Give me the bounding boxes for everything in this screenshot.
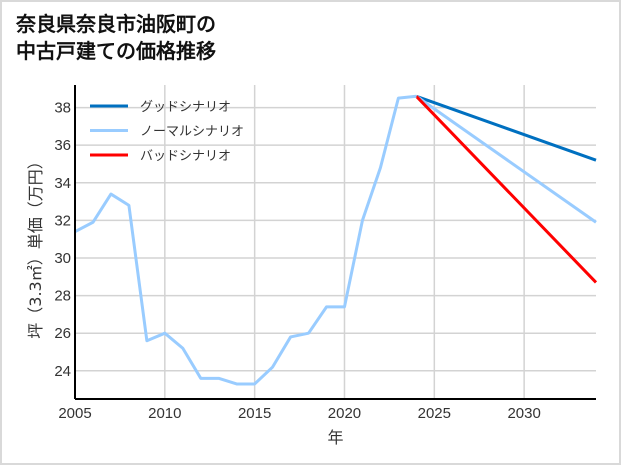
x-axis-label: 年 xyxy=(327,428,343,447)
legend-label: ノーマルシナリオ xyxy=(140,125,244,140)
axes xyxy=(74,85,596,400)
y-tick-label: 30 xyxy=(54,250,71,267)
y-tick-label: 36 xyxy=(54,137,71,154)
series-line xyxy=(74,94,417,386)
x-tick-label: 2030 xyxy=(507,405,540,422)
y-tick-label: 38 xyxy=(54,100,71,117)
series-line xyxy=(415,94,597,162)
series-lines xyxy=(74,94,598,386)
x-tick-label: 2005 xyxy=(58,405,91,422)
x-tick-label: 2010 xyxy=(148,405,181,422)
y-tick-label: 26 xyxy=(54,325,71,342)
series-line xyxy=(415,95,597,224)
chart-title: 奈良県奈良市油阪町の 中古戸建ての価格推移 xyxy=(16,12,216,63)
x-tick-label: 2020 xyxy=(328,405,361,422)
tick-labels: 2005 2010 2015 2020 2025 2030 24 26 28 30 32 34 36 38 xyxy=(54,100,541,422)
y-tick-label: 34 xyxy=(54,175,71,192)
y-tick-label: 32 xyxy=(54,212,71,229)
y-tick-label: 28 xyxy=(54,288,71,305)
legend-label: グッドシナリオ xyxy=(140,100,231,115)
grid-lines xyxy=(74,85,596,399)
y-axis-label: 坪（3.3㎡）単価（万円） xyxy=(26,153,45,338)
y-tick-label: 24 xyxy=(54,363,71,380)
x-tick-label: 2025 xyxy=(418,405,451,422)
x-tick-label: 2015 xyxy=(238,405,271,422)
series-line xyxy=(415,95,598,284)
legend-label: バッドシナリオ xyxy=(140,149,231,164)
